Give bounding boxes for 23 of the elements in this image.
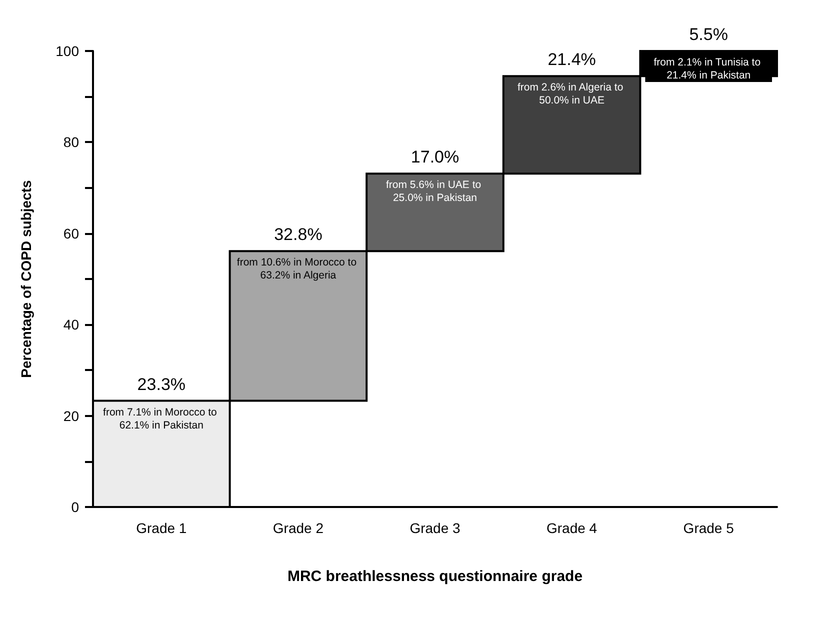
annotation: from 10.6% in Morocco to 63.2% in Algeria	[236, 256, 360, 282]
y-tick-label: 80	[63, 134, 80, 150]
annotation: from 7.1% in Morocco to 62.1% in Pakistan	[103, 406, 220, 432]
y-tick-label: 0	[71, 499, 80, 515]
y-tick-label: 100	[56, 43, 80, 59]
y-tick-label: 40	[63, 316, 80, 333]
y-tick-label: 20	[63, 408, 80, 424]
data-label: 32.8%	[274, 225, 322, 244]
data-label: 23.3%	[137, 374, 186, 394]
y-tick-label: 60	[63, 225, 80, 242]
x-axis-title: MRC breathlessness questionnaire grade	[287, 568, 583, 585]
x-tick-label: Grade 1	[136, 520, 187, 536]
y-axis-title: Percentage of COPD subjects	[18, 180, 34, 378]
x-tick-label: Grade 3	[410, 520, 461, 536]
annotation: from 2.6% in Algeria to 50.0% in UAE	[518, 82, 626, 107]
annotation: from 2.1% in Tunisia to 21.4% in Pakistan	[654, 56, 764, 82]
data-label: 17.0%	[410, 148, 460, 167]
data-label: 5.5%	[689, 25, 728, 44]
x-tick-label: Grade 4	[546, 520, 598, 536]
x-tick-label: Grade 2	[272, 520, 324, 536]
data-label: 21.4%	[548, 50, 596, 70]
annotation: from 5.6% in UAE to 25.0% in Pakistan	[386, 179, 484, 204]
x-tick-label: Grade 5	[683, 520, 734, 536]
